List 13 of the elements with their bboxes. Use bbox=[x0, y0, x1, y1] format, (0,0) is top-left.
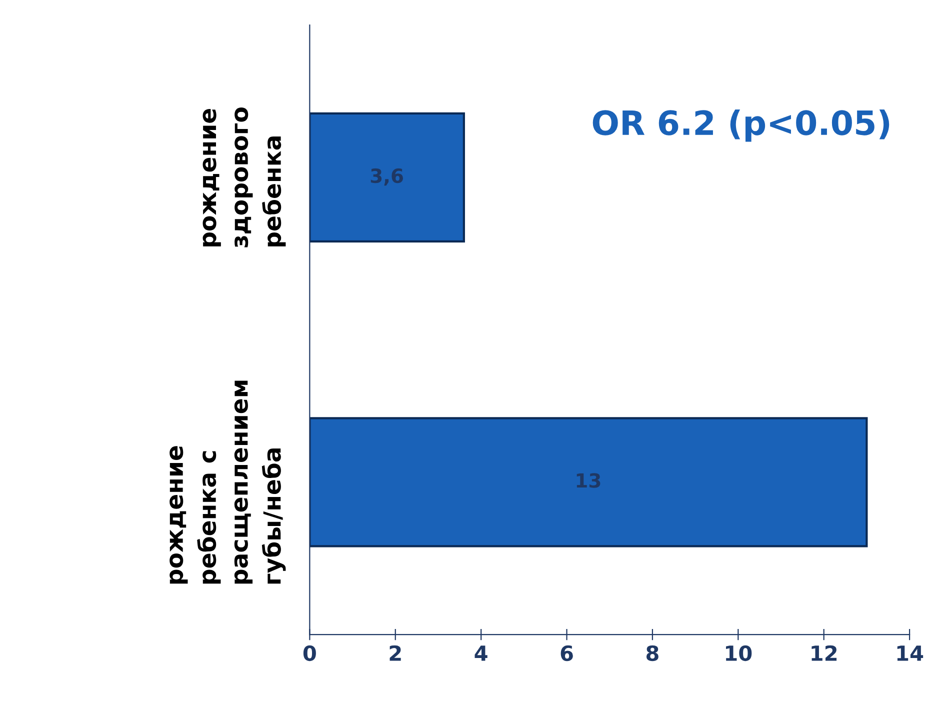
data-label: 13 bbox=[576, 473, 600, 488]
annotation: OR 6.2 (p<0.05) bbox=[592, 110, 890, 142]
x-tick-label: 4 bbox=[474, 646, 488, 661]
data-label: 3,6 bbox=[370, 168, 403, 186]
x-tick-label: 12 bbox=[812, 645, 837, 661]
x-tick-label: 0 bbox=[303, 645, 316, 662]
x-tick-label: 10 bbox=[726, 645, 752, 662]
x-tick-label: 14 bbox=[897, 646, 924, 661]
x-tick-label: 2 bbox=[390, 645, 401, 661]
x-tick-label: 6 bbox=[560, 645, 573, 662]
y-tick-label: рождение ребенка с расщеплением губы/неба bbox=[170, 380, 286, 584]
y-tick-label: рождение здорового ребенка bbox=[202, 108, 286, 248]
x-tick-label: 8 bbox=[646, 645, 658, 662]
